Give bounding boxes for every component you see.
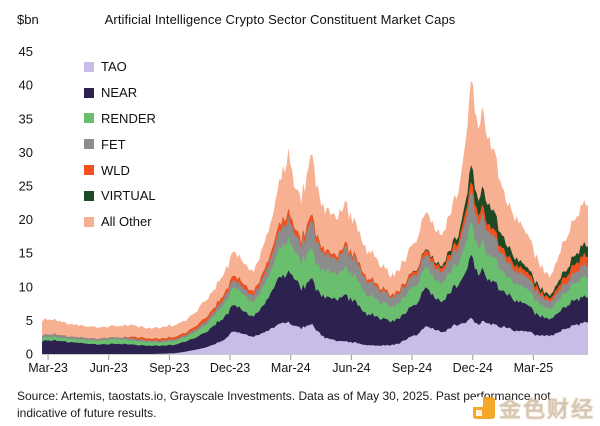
x-tick-label: Jun-24 bbox=[332, 361, 370, 375]
y-tick-label: 10 bbox=[19, 279, 33, 294]
legend-label: RENDER bbox=[101, 110, 156, 126]
source-note: Source: Artemis, taostats.io, Grayscale … bbox=[17, 389, 551, 420]
legend-swatch-icon bbox=[84, 87, 94, 98]
x-tick-label: Mar-25 bbox=[514, 361, 554, 375]
chart-legend: TAO NEAR RENDER FET WLD VIRTUAL All Other bbox=[84, 54, 156, 235]
y-tick-label: 25 bbox=[19, 179, 33, 194]
legend-swatch-icon bbox=[84, 216, 94, 227]
legend-swatch-icon bbox=[84, 61, 94, 72]
legend-label: VIRTUAL bbox=[101, 188, 156, 204]
legend-swatch-icon bbox=[84, 139, 94, 150]
legend-item-all-other: All Other bbox=[84, 209, 156, 235]
legend-label: FET bbox=[101, 136, 126, 152]
y-tick-label: 45 bbox=[19, 44, 33, 59]
watermark: 金色财经 bbox=[472, 392, 595, 424]
y-tick-label: 35 bbox=[19, 111, 33, 126]
y-tick-label: 5 bbox=[26, 313, 33, 328]
x-tick-label: Dec-24 bbox=[453, 361, 493, 375]
y-tick-label: 0 bbox=[26, 347, 33, 362]
y-tick-label: 40 bbox=[19, 78, 33, 93]
jinse-finance-logo-icon bbox=[472, 397, 495, 419]
legend-item-tao: TAO bbox=[84, 54, 156, 80]
legend-label: All Other bbox=[101, 214, 152, 230]
legend-item-fet: FET bbox=[84, 131, 156, 157]
area-series-tao bbox=[42, 317, 588, 354]
legend-swatch-icon bbox=[84, 113, 94, 124]
y-tick-label: 20 bbox=[19, 212, 33, 227]
y-tick-label: 15 bbox=[19, 246, 33, 261]
legend-item-near: NEAR bbox=[84, 80, 156, 106]
x-tick-label: Sep-23 bbox=[149, 361, 189, 375]
legend-swatch-icon bbox=[84, 165, 94, 176]
x-tick-label: Sep-24 bbox=[392, 361, 432, 375]
legend-swatch-icon bbox=[84, 190, 94, 201]
x-tick-label: Mar-24 bbox=[271, 361, 311, 375]
legend-item-wld: WLD bbox=[84, 157, 156, 183]
x-tick-label: Dec-23 bbox=[210, 361, 250, 375]
legend-item-render: RENDER bbox=[84, 106, 156, 132]
y-tick-label: 30 bbox=[19, 145, 33, 160]
legend-label: WLD bbox=[101, 162, 130, 178]
chart-title: Artificial Intelligence Crypto Sector Co… bbox=[104, 12, 456, 27]
y-axis-unit-label: $bn bbox=[17, 12, 39, 27]
legend-item-virtual: VIRTUAL bbox=[84, 183, 156, 209]
legend-label: TAO bbox=[101, 59, 127, 75]
x-tick-label: Jun-23 bbox=[90, 361, 128, 375]
x-tick-label: Mar-23 bbox=[28, 361, 68, 375]
legend-label: NEAR bbox=[101, 85, 138, 101]
watermark-text: 金色财经 bbox=[498, 398, 595, 423]
